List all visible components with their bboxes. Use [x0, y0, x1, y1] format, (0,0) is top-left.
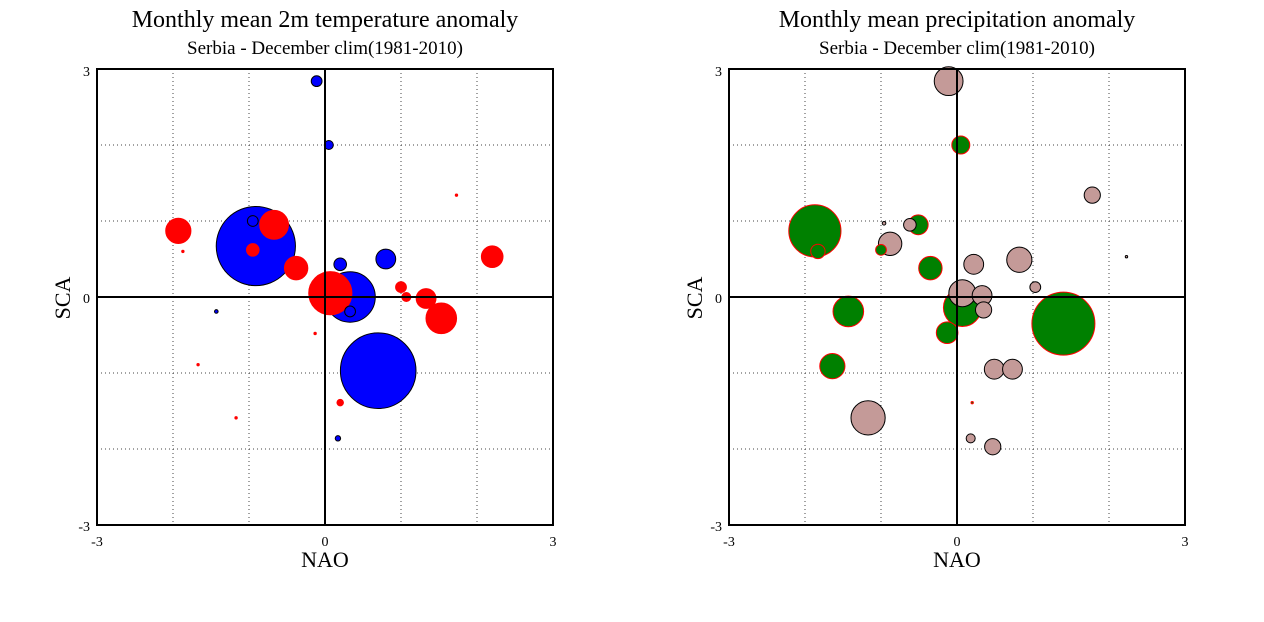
positive-anomaly-bubble [875, 243, 887, 256]
negative-anomaly-bubble [963, 253, 985, 275]
x-tick-label: -3 [723, 535, 735, 550]
plot-border [728, 68, 1186, 526]
x-tick-label: 0 [322, 535, 329, 550]
negative-anomaly-bubble [850, 400, 886, 436]
positive-anomaly-bubble [259, 209, 289, 240]
positive-anomaly-bubble [425, 302, 458, 335]
negative-anomaly-bubble [983, 358, 1005, 380]
positive-anomaly-bubble [165, 217, 192, 244]
negative-anomaly-bubble [975, 301, 993, 319]
positive-anomaly-bubble [951, 135, 971, 155]
temperature-panel: Monthly mean 2m temperature anomaly Serb… [50, 7, 557, 572]
data-points [788, 66, 1129, 456]
negative-anomaly-bubble [375, 248, 397, 270]
negative-anomaly-bubble [310, 75, 323, 88]
precipitation-panel: Monthly mean precipitation anomaly Serbi… [682, 7, 1189, 572]
zero-axes [97, 69, 553, 525]
negative-anomaly-bubble [333, 257, 347, 272]
negative-anomaly-bubble [881, 220, 887, 226]
positive-anomaly-bubble [336, 398, 344, 407]
plot-area [96, 68, 554, 526]
positive-anomaly-bubble [918, 255, 943, 281]
negative-anomaly-bubble [1006, 246, 1033, 273]
negative-anomaly-bubble [1124, 255, 1129, 259]
positive-anomaly-bubble [415, 288, 437, 309]
negative-anomaly-bubble [1083, 186, 1101, 204]
negative-anomaly-bubble [933, 66, 964, 97]
y-tick-label: 0 [83, 292, 90, 307]
data-points [165, 75, 504, 442]
negative-anomaly-bubble [984, 438, 1002, 456]
positive-anomaly-bubble [395, 281, 407, 294]
chart-subtitle: Serbia - December clim(1981-2010) [819, 38, 1095, 59]
positive-anomaly-bubble [246, 243, 260, 257]
positive-anomaly-bubble [308, 271, 353, 316]
negative-anomaly-bubble [344, 305, 356, 318]
chart-title: Monthly mean precipitation anomaly [779, 7, 1136, 33]
x-tick-label: 3 [1182, 535, 1189, 550]
x-axis-label: NAO [301, 547, 349, 572]
positive-anomaly-bubble [810, 243, 826, 260]
positive-anomaly-bubble [196, 362, 200, 367]
positive-anomaly-bubble [970, 400, 974, 405]
negative-anomaly-bubble [948, 279, 977, 308]
negative-anomaly-bubble [965, 433, 976, 444]
positive-anomaly-bubble [283, 255, 309, 281]
positive-anomaly-bubble [935, 321, 959, 345]
negative-anomaly-bubble [903, 218, 917, 232]
y-tick-label: -3 [710, 520, 722, 535]
x-tick-label: -3 [91, 535, 103, 550]
y-axis-label: SCA [50, 276, 75, 319]
negative-anomaly-bubble [1002, 358, 1023, 380]
x-tick-label: 0 [954, 535, 961, 550]
y-tick-label: -3 [78, 520, 90, 535]
positive-anomaly-bubble [181, 249, 185, 254]
negative-anomaly-bubble [1029, 281, 1042, 294]
positive-anomaly-bubble [313, 331, 317, 336]
negative-anomaly-bubble [214, 309, 219, 314]
x-axis-label: NAO [933, 547, 981, 572]
positive-anomaly-bubble [480, 245, 504, 269]
positive-anomaly-bubble [234, 416, 238, 420]
negative-anomaly-bubble [246, 215, 259, 227]
x-tick-label: 3 [550, 535, 557, 550]
negative-anomaly-bubble [334, 435, 342, 442]
positive-anomaly-bubble [454, 193, 459, 197]
negative-anomaly-bubble [339, 332, 417, 410]
chart-title: Monthly mean 2m temperature anomaly [132, 7, 519, 33]
chart-subtitle: Serbia - December clim(1981-2010) [187, 38, 463, 59]
y-axis-label: SCA [682, 276, 707, 319]
y-tick-label: 3 [83, 65, 90, 80]
positive-anomaly-bubble [1031, 291, 1096, 356]
zero-axes [729, 69, 1185, 525]
positive-anomaly-bubble [819, 353, 846, 380]
positive-anomaly-bubble [832, 295, 865, 328]
y-tick-label: 3 [715, 65, 722, 80]
plot-border [96, 68, 554, 526]
plot-area [728, 66, 1186, 526]
y-tick-label: 0 [715, 292, 722, 307]
